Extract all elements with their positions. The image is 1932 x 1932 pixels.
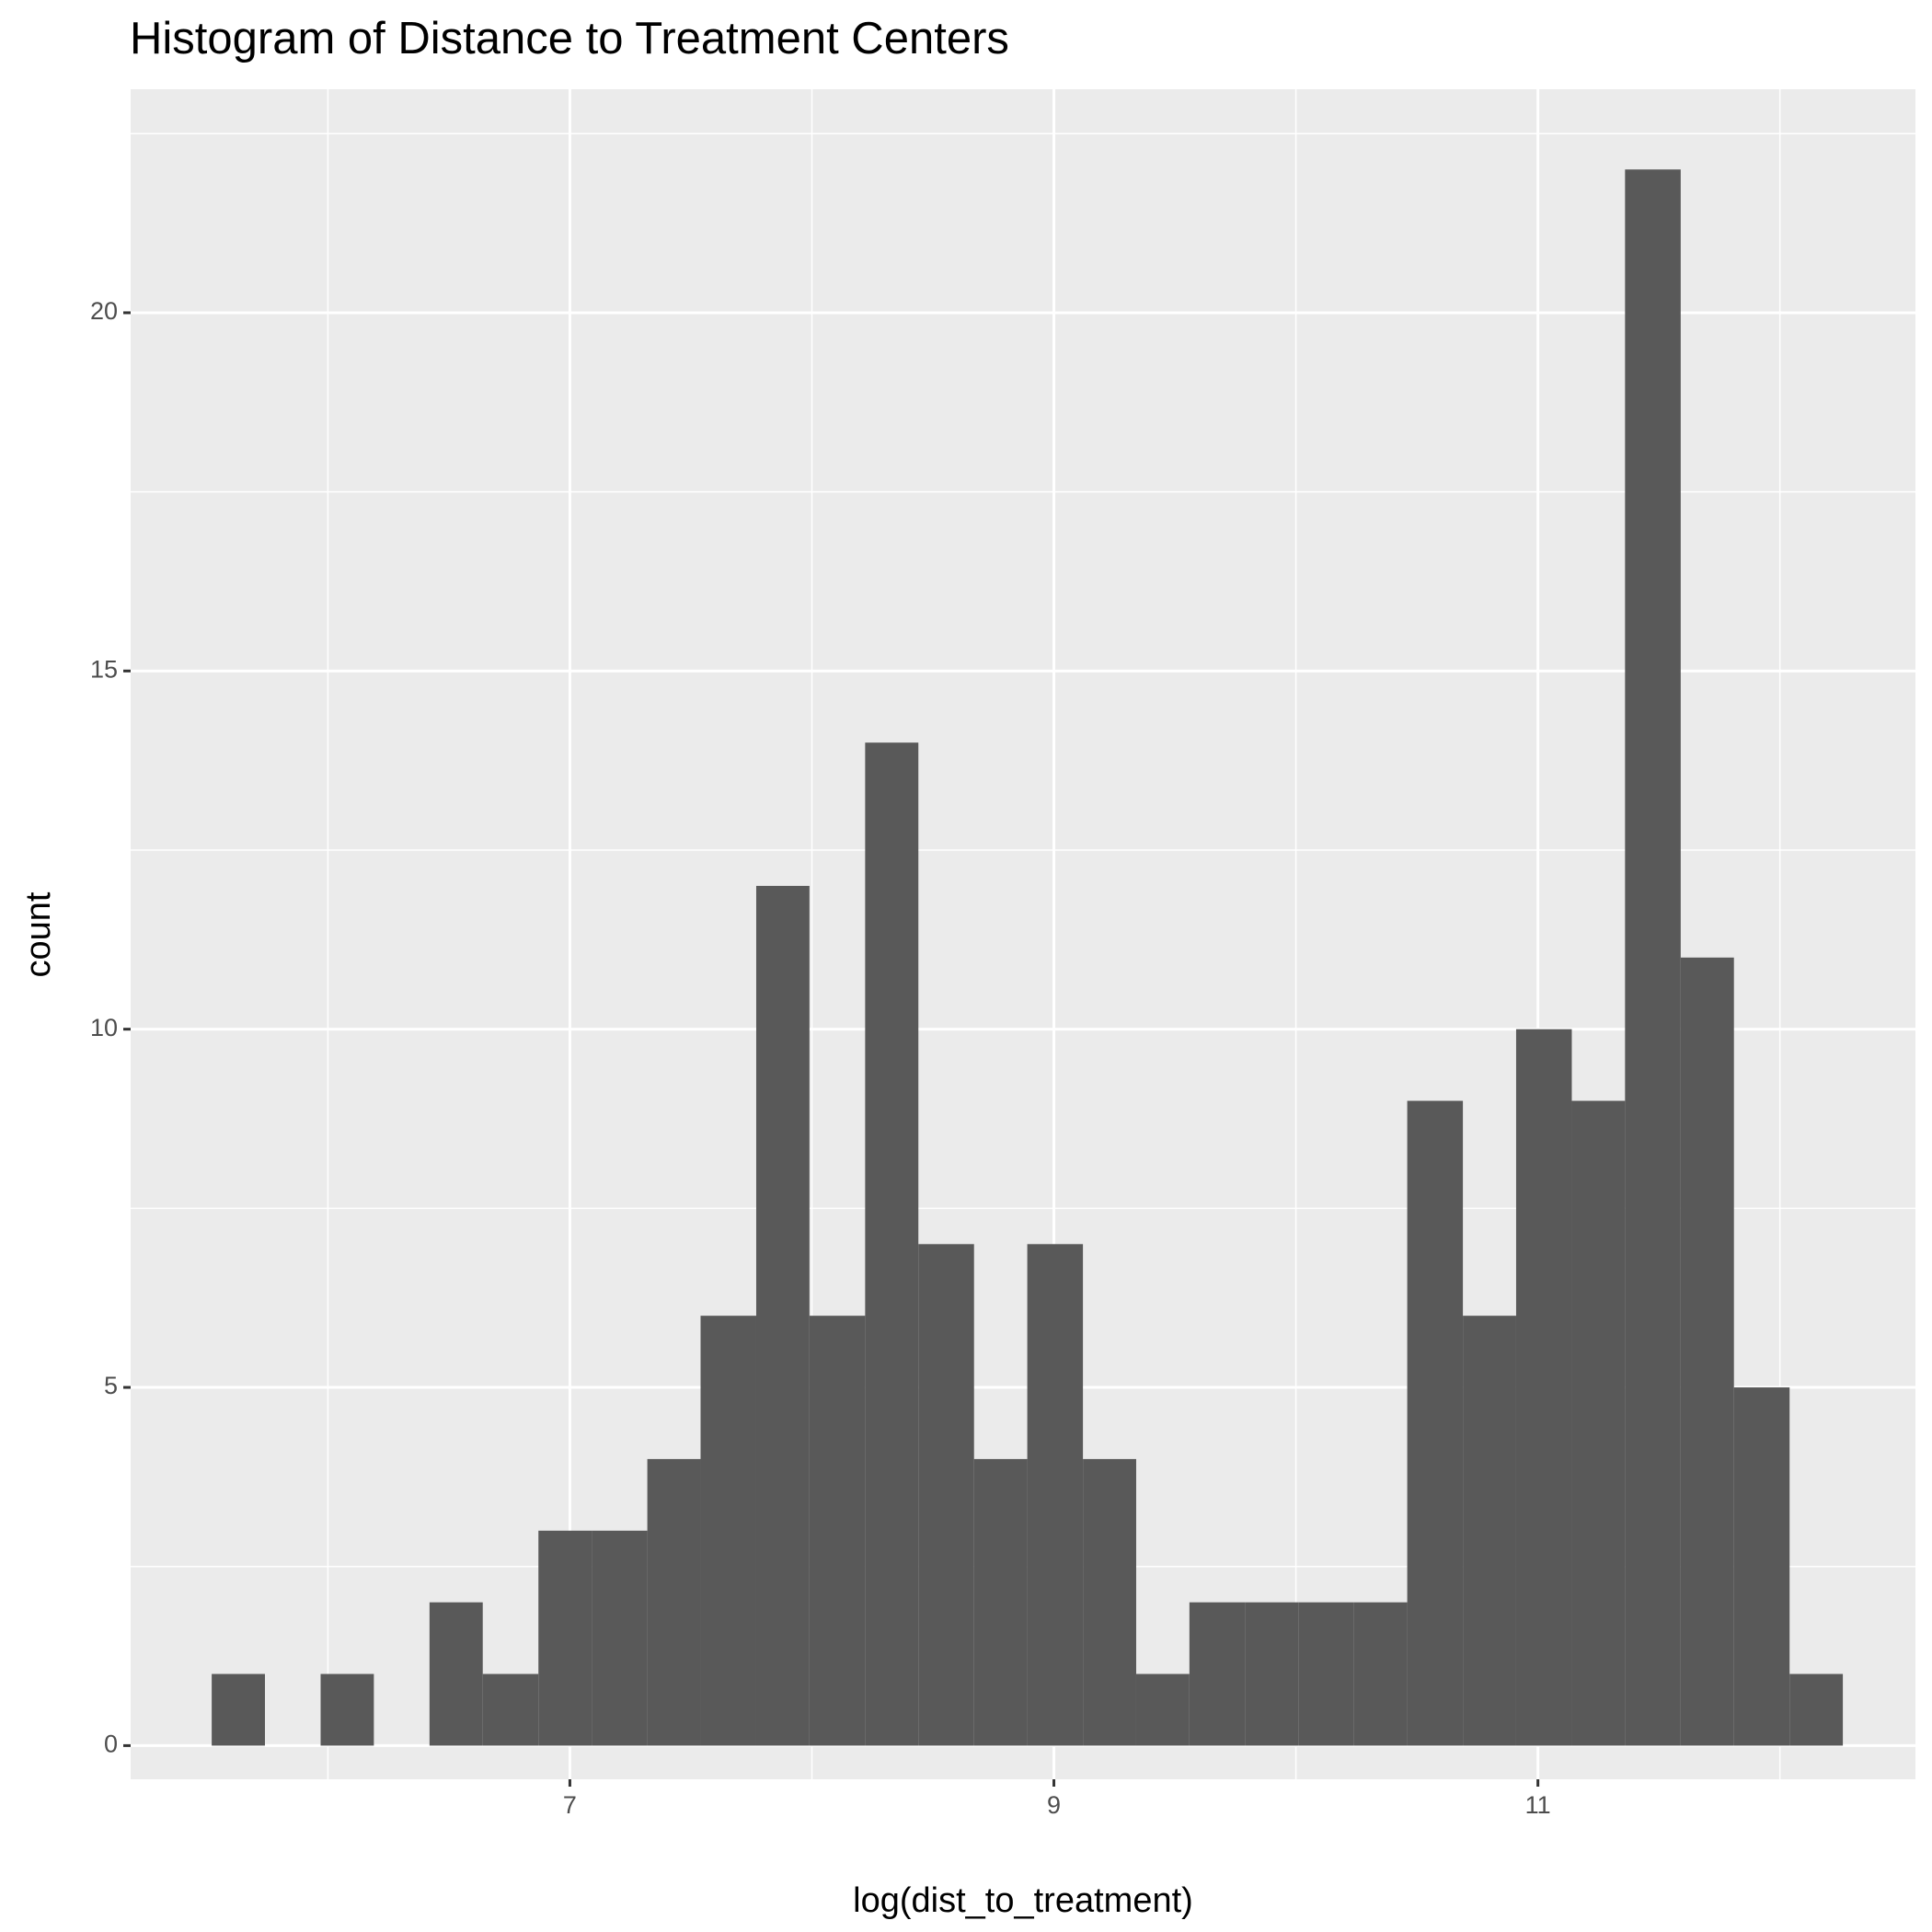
x-axis-label: log(dist_to_treatment) [853,1881,1193,1920]
y-tick-label: 5 [104,1372,118,1399]
bar [1353,1602,1408,1746]
bar [755,885,810,1746]
bar [918,1244,974,1746]
bar [1571,1100,1626,1746]
bar [1027,1244,1084,1746]
bar [1407,1100,1464,1746]
bar [865,742,919,1746]
bar [1189,1602,1246,1746]
bar [1083,1458,1136,1746]
y-tick-label: 0 [104,1731,118,1758]
bar [700,1316,756,1746]
x-tick-label: 9 [1047,1791,1061,1819]
x-tick-label: 7 [563,1791,577,1819]
bar [482,1673,539,1746]
bar [1733,1387,1790,1746]
bar [1463,1316,1516,1746]
bar [1245,1602,1299,1746]
x-tick-label: 11 [1525,1791,1551,1819]
bar [1135,1673,1190,1746]
y-tick-label: 10 [90,1014,118,1041]
bar [320,1673,374,1746]
bar [973,1458,1028,1746]
y-tick-label: 20 [90,297,118,325]
bar [1625,169,1681,1746]
bar [1298,1602,1354,1746]
bar [809,1316,866,1746]
bar [212,1673,265,1746]
y-axis-label: count [19,891,58,977]
bar [1515,1029,1572,1746]
bar [1680,957,1734,1746]
bar [538,1530,592,1746]
bar [429,1602,483,1746]
bar [592,1530,648,1746]
bar [1789,1673,1844,1746]
y-tick-label: 15 [90,655,118,683]
bar [647,1458,701,1746]
chart-title: Histogram of Distance to Treatment Cente… [130,14,1009,63]
